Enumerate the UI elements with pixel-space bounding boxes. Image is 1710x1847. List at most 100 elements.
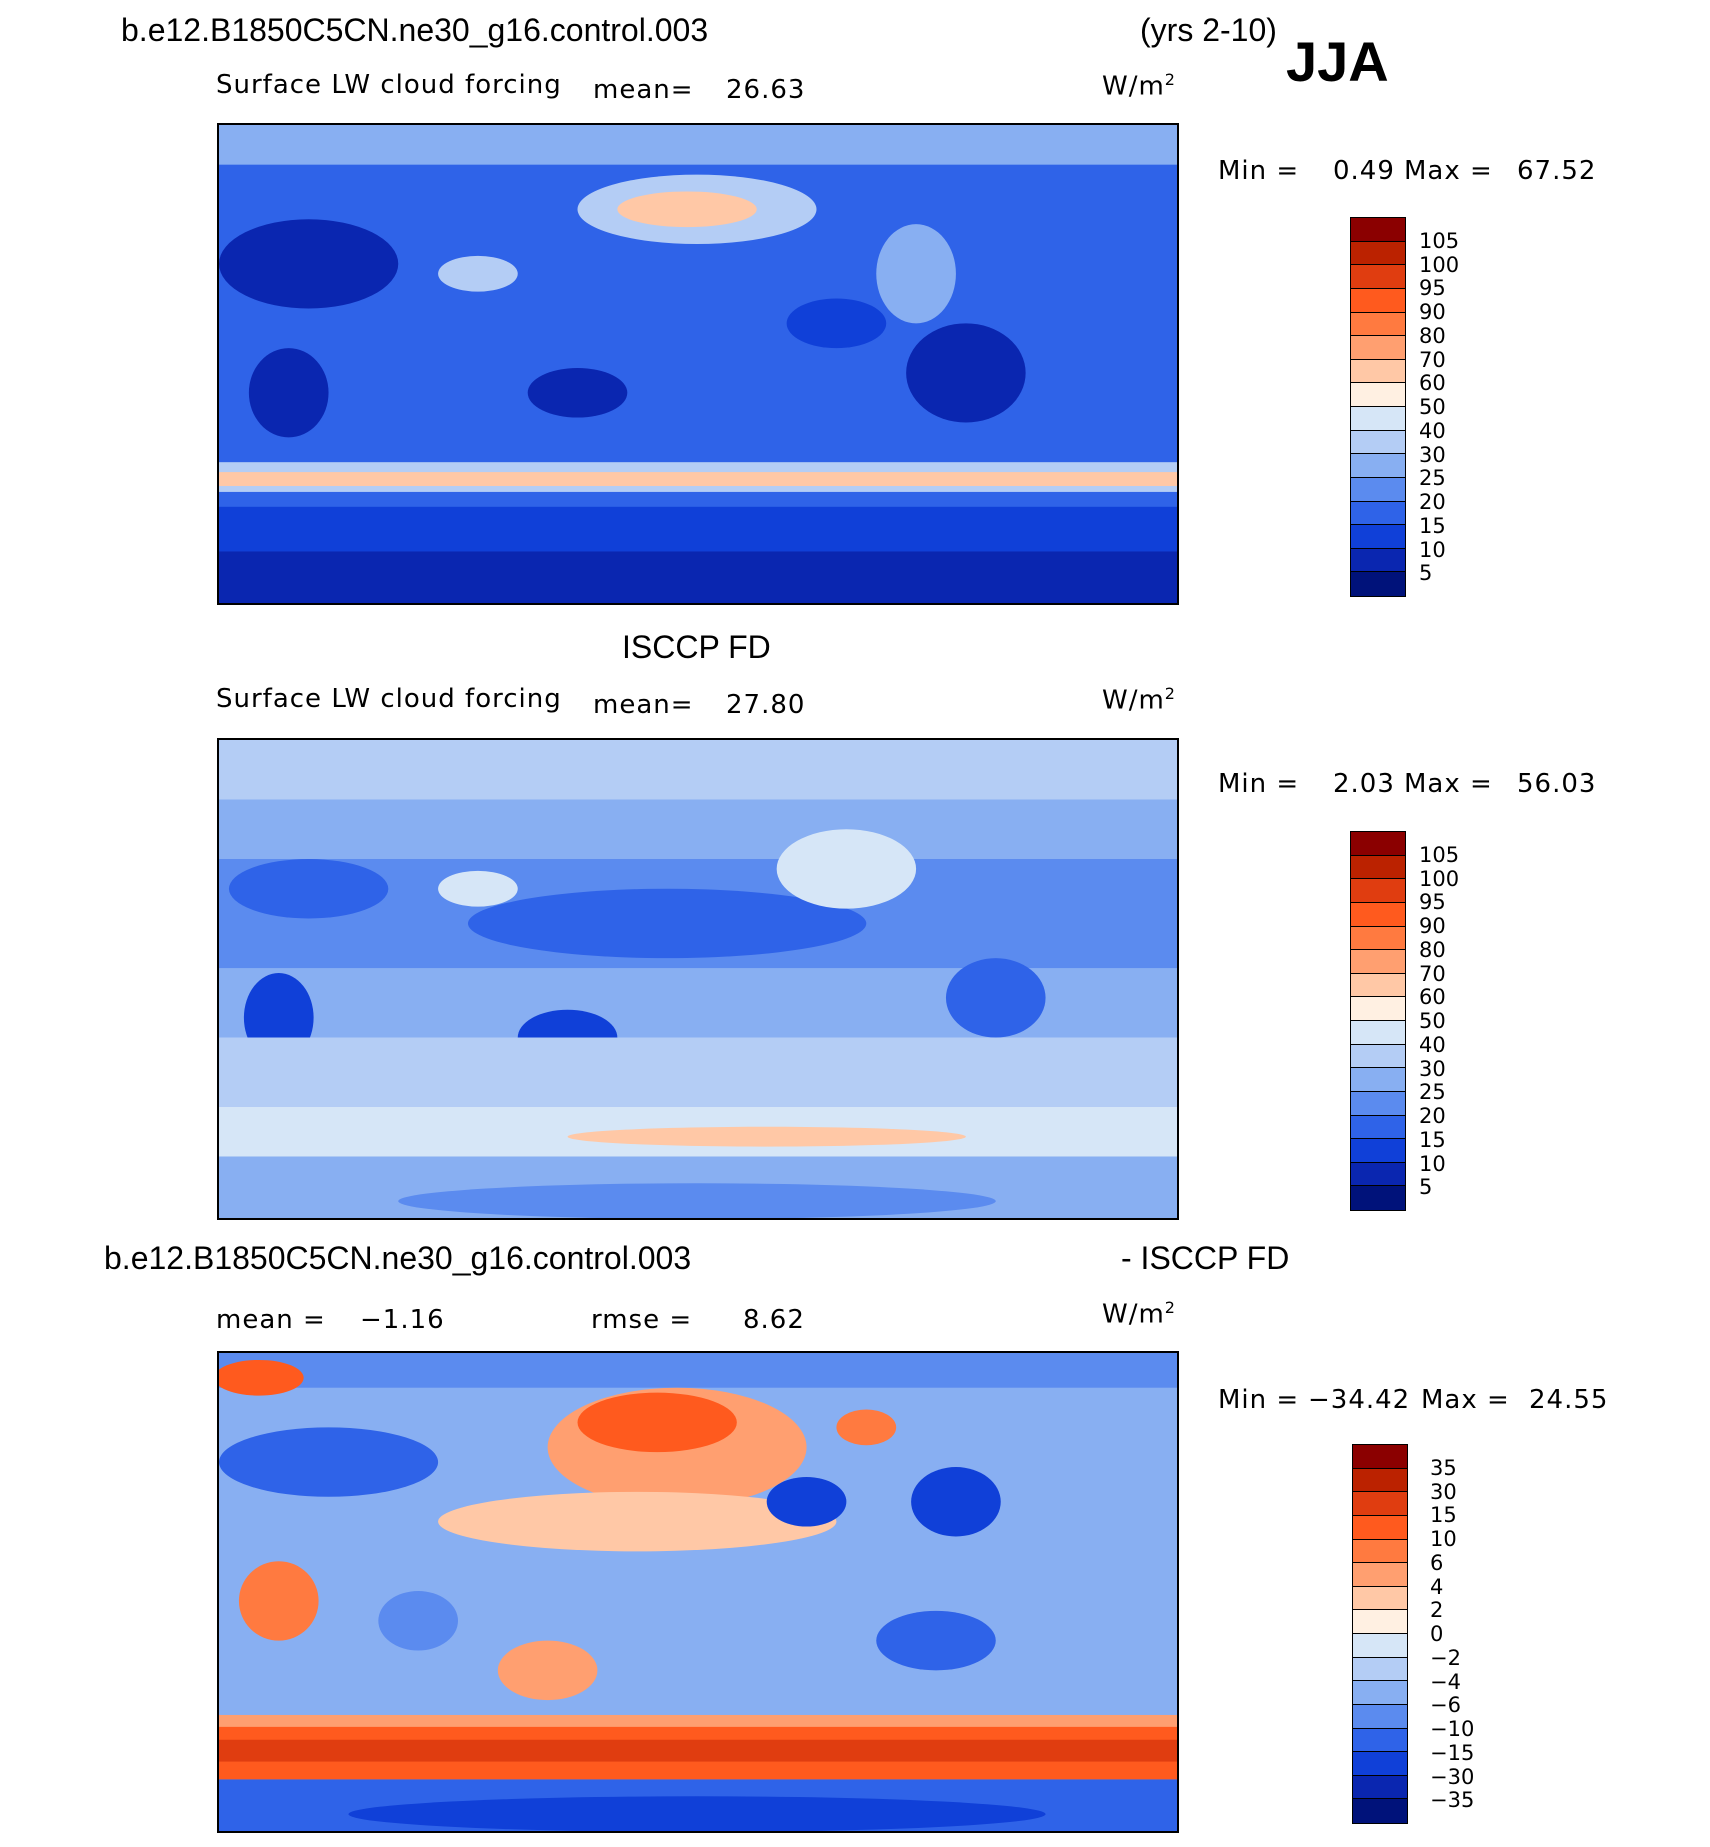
colorbar-swatch [1351,832,1405,856]
colorbar-tick-label: 25 [1419,466,1446,491]
colorbar-swatch [1351,218,1405,242]
panel3-min-label: Min = [1218,1385,1300,1415]
panel3-mean-value: −1.16 [360,1305,445,1335]
panel3-colorbar [1352,1444,1408,1824]
colorbar-tick-label: 90 [1419,300,1446,324]
panel1-colorbar [1350,217,1406,597]
colorbar-swatch [1351,572,1405,596]
colorbar-tick-label: 95 [1419,276,1446,301]
colorbar-tick-label: 15 [1419,1127,1446,1152]
colorbar-swatch [1351,926,1405,951]
colorbar-swatch [1351,407,1405,431]
colorbar-tick-label: 80 [1419,937,1446,962]
colorbar-swatch [1353,1752,1407,1776]
panel3-max-label: Max = [1421,1385,1510,1415]
colorbar-swatch [1353,1799,1407,1823]
colorbar-swatch [1351,997,1405,1021]
colorbar-tick-label: 0 [1430,1622,1444,1646]
colorbar-tick-label: 20 [1419,1104,1446,1128]
panel3-max-value: 24.55 [1529,1385,1609,1415]
panel2-mean-value: 27.80 [726,690,806,720]
colorbar-tick-label: 15 [1419,513,1446,538]
colorbar-swatch [1351,383,1405,407]
colorbar-swatch [1353,1515,1407,1540]
colorbar-tick-label: 10 [1430,1527,1457,1551]
colorbar-swatch [1353,1563,1407,1587]
panel1-map [217,123,1179,605]
colorbar-swatch [1351,902,1405,927]
panel2-title: ISCCP FD [622,629,771,665]
colorbar-swatch [1351,430,1405,455]
colorbar-tick-label: −6 [1430,1693,1461,1718]
colorbar-tick-label: −30 [1430,1764,1475,1789]
season-label: JJA [1286,30,1389,93]
colorbar-swatch [1353,1586,1407,1611]
colorbar-swatch [1353,1445,1407,1469]
colorbar-swatch [1351,855,1405,880]
colorbar-tick-label: −2 [1430,1645,1461,1670]
panel2-min-label: Min = [1218,769,1300,799]
panel1-max-label: Max = [1404,156,1493,186]
colorbar-swatch [1351,454,1405,478]
colorbar-swatch [1351,1115,1405,1140]
colorbar-swatch [1351,241,1405,266]
colorbar-swatch [1351,477,1405,502]
colorbar-swatch [1351,265,1405,289]
colorbar-swatch [1353,1610,1407,1634]
panel3-rmse-value: 8.62 [743,1305,805,1335]
colorbar-swatch [1351,1068,1405,1092]
panel3-title-right: - ISCCP FD [1121,1240,1290,1276]
colorbar-tick-label: −10 [1430,1717,1475,1741]
colorbar-swatch [1351,1186,1405,1210]
colorbar-tick-label: 60 [1419,371,1446,396]
colorbar-tick-label: 6 [1430,1550,1444,1575]
colorbar-tick-label: 105 [1419,842,1460,867]
panel2-max-label: Max = [1404,769,1493,799]
colorbar-tick-label: 60 [1419,985,1446,1010]
colorbar-tick-label: 90 [1419,914,1446,938]
colorbar-swatch [1351,879,1405,903]
colorbar-tick-label: 100 [1419,866,1460,891]
colorbar-tick-label: 30 [1419,442,1446,467]
colorbar-swatch [1351,1044,1405,1069]
colorbar-tick-label: 30 [1419,1056,1446,1081]
colorbar-swatch [1351,336,1405,360]
panel1-units: W/m2 [1102,70,1176,102]
colorbar-swatch [1351,359,1405,384]
colorbar-swatch [1353,1634,1407,1658]
colorbar-swatch [1351,312,1405,337]
colorbar-tick-label: 70 [1419,347,1446,372]
colorbar-tick-label: 4 [1430,1574,1444,1599]
colorbar-tick-label: 50 [1419,395,1446,419]
colorbar-tick-label: 10 [1419,537,1446,562]
panel2-units: W/m2 [1102,684,1176,716]
colorbar-swatch [1351,501,1405,526]
colorbar-tick-label: 5 [1419,1175,1433,1200]
panel1-variable: Surface LW cloud forcing [216,70,562,100]
colorbar-swatch [1351,1162,1405,1187]
case-title: b.e12.B1850C5CN.ne30_g16.control.003 [121,12,709,48]
colorbar-swatch [1353,1775,1407,1800]
panel3-rmse-label: rmse = [591,1305,693,1335]
colorbar-tick-label: 40 [1419,1032,1446,1057]
panel3-min-value: −34.42 [1308,1385,1411,1415]
colorbar-swatch [1353,1728,1407,1753]
panel1-mean-label: mean= [593,75,694,105]
colorbar-tick-label: −4 [1430,1669,1461,1694]
colorbar-swatch [1353,1492,1407,1516]
colorbar-swatch [1351,288,1405,313]
colorbar-swatch [1353,1539,1407,1564]
panel2-colorbar [1350,831,1406,1211]
colorbar-swatch [1353,1704,1407,1729]
colorbar-swatch [1351,950,1405,974]
colorbar-swatch [1353,1468,1407,1493]
panel2-variable: Surface LW cloud forcing [216,684,562,714]
panel3-mean-label: mean = [216,1305,326,1335]
colorbar-swatch [1351,525,1405,549]
colorbar-tick-label: −15 [1430,1740,1475,1765]
colorbar-tick-label: 95 [1419,890,1446,915]
panel1-min-label: Min = [1218,156,1300,186]
colorbar-tick-label: 70 [1419,961,1446,986]
colorbar-tick-label: 40 [1419,418,1446,443]
years-label: (yrs 2-10) [1140,12,1277,48]
